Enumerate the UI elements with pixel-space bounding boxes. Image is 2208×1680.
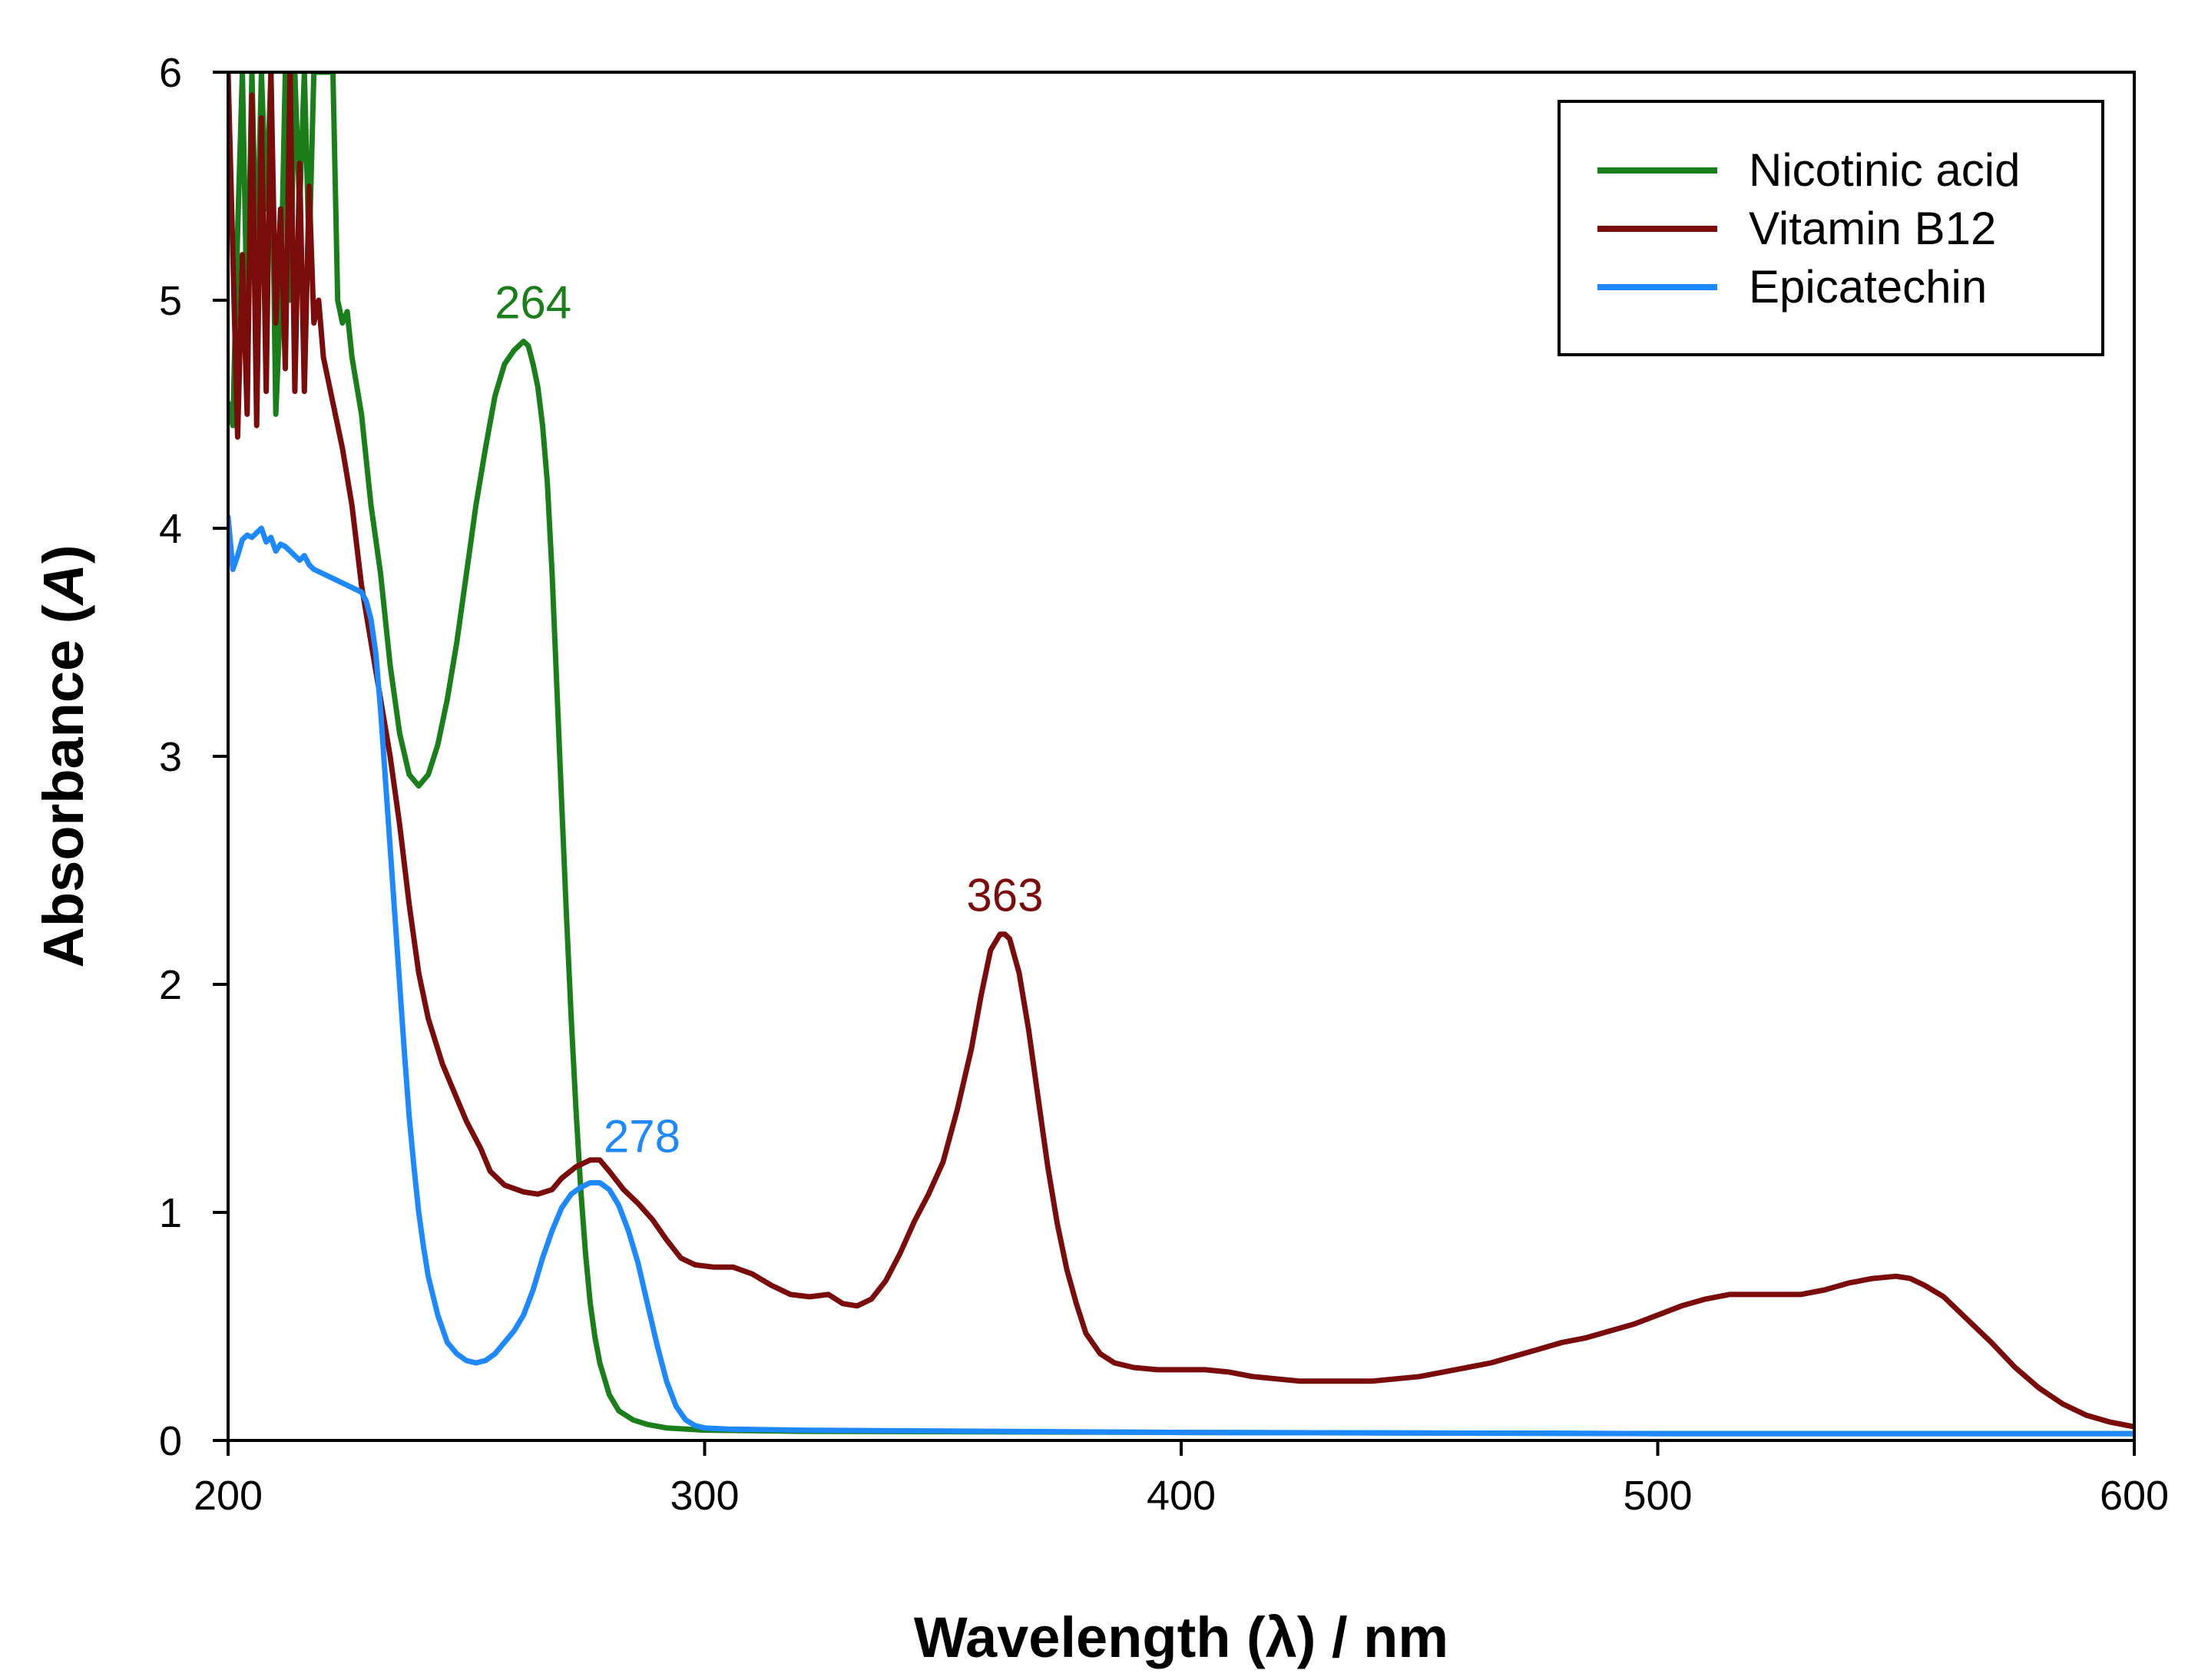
peak-label-363: 363 xyxy=(966,870,1043,921)
y-tick-label: 5 xyxy=(159,278,182,324)
series-layer xyxy=(227,71,2136,1437)
y-tick-label: 2 xyxy=(159,962,182,1008)
peak-label-278: 278 xyxy=(604,1110,680,1162)
legend-label-epicatechin: Epicatechin xyxy=(1749,261,1987,313)
peak-label-264: 264 xyxy=(495,276,571,328)
legend-label-vitamin-b12: Vitamin B12 xyxy=(1749,203,1996,254)
y-axis-title-italic: A xyxy=(31,564,95,606)
y-tick-label: 6 xyxy=(159,50,182,96)
y-axis-title: Absorbance (A) xyxy=(31,545,95,968)
legend: Nicotinic acid Vitamin B12 Epicatechin xyxy=(1558,100,2104,356)
axis-ticks: 200 300 400 500 600 0 1 2 3 4 5 6 xyxy=(159,50,2169,1519)
x-tick-label: 400 xyxy=(1147,1473,1216,1519)
y-axis-title-main: Absorbance ( xyxy=(31,604,95,967)
y-tick-label: 0 xyxy=(159,1418,182,1464)
series-line-vitamin-b12 xyxy=(227,71,2136,1430)
x-tick-label: 500 xyxy=(1623,1473,1692,1519)
y-tick-label: 4 xyxy=(159,506,182,552)
series-line-epicatechin xyxy=(227,514,2136,1437)
y-tick-label: 1 xyxy=(159,1190,182,1236)
x-tick-label: 200 xyxy=(194,1473,263,1519)
legend-label-nicotinic-acid: Nicotinic acid xyxy=(1749,144,2020,196)
x-tick-label: 600 xyxy=(2100,1473,2169,1519)
x-axis-title: Wavelength (λ) / nm xyxy=(914,1606,1448,1669)
y-axis-title-end: ) xyxy=(31,545,95,564)
y-tick-label: 3 xyxy=(159,734,182,780)
x-tick-label: 300 xyxy=(670,1473,739,1519)
peak-annotations: 264 363 278 xyxy=(495,276,1043,1162)
